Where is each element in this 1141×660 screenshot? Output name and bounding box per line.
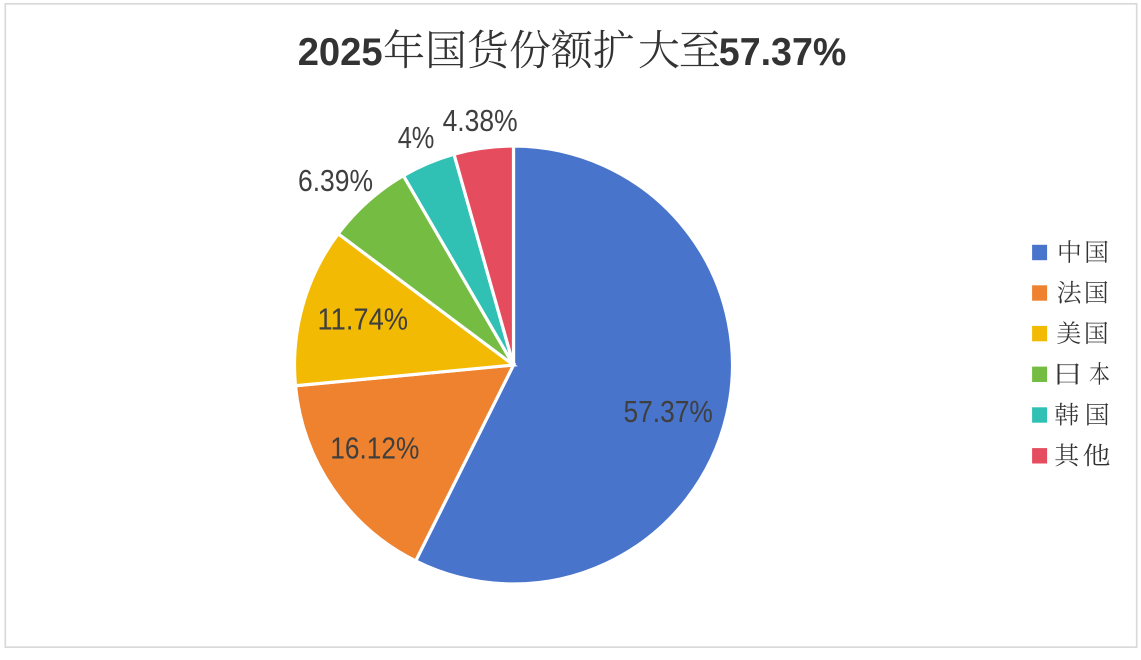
svg-text:4.38%: 4.38% [443,104,518,138]
svg-text:6.39%: 6.39% [298,164,373,198]
svg-text:11.74%: 11.74% [318,303,409,337]
svg-text:4%: 4% [398,121,435,155]
svg-text:57.37%: 57.37% [624,395,713,429]
svg-text:2025: 2025 [298,31,383,74]
svg-text:16.12%: 16.12% [330,432,419,466]
svg-text:57.37%: 57.37% [719,31,847,74]
